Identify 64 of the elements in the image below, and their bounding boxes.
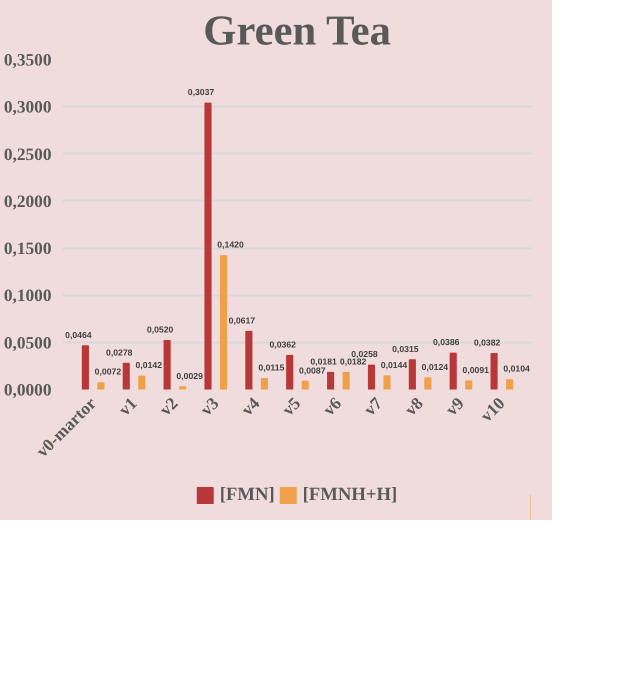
data-label: 0,1420 — [217, 240, 244, 250]
x-tick-label: v8 — [401, 394, 428, 420]
y-tick-label: 0,2500 — [4, 144, 52, 164]
data-label: 0,0091 — [462, 364, 490, 375]
y-tick-label: 0,2000 — [4, 192, 52, 211]
legend-label: [FMNH+H] — [302, 484, 398, 506]
x-tick-label: v10 — [476, 394, 509, 426]
data-label: 0,0142 — [136, 360, 162, 370]
x-tick-label: v6 — [319, 394, 346, 420]
bar — [97, 382, 104, 390]
data-label: 0,0520 — [146, 324, 174, 334]
bar — [383, 375, 391, 390]
x-tick-label: v5 — [278, 394, 304, 420]
data-label: 0,0072 — [94, 366, 122, 377]
bar — [465, 380, 472, 390]
data-label: 0,0258 — [351, 349, 378, 360]
bar — [122, 362, 130, 390]
bar — [450, 352, 457, 390]
data-label: 0,0144 — [380, 360, 408, 370]
bar — [245, 330, 252, 390]
y-tick-label: 0,3500 — [4, 50, 52, 70]
bar — [368, 364, 376, 390]
bar — [408, 359, 416, 390]
y-tick-label: 0,1500 — [4, 239, 52, 258]
bar — [506, 379, 514, 390]
bar — [179, 386, 186, 390]
chart-title: Green Tea — [203, 8, 391, 54]
data-label: 0,0386 — [432, 337, 460, 348]
bar — [286, 354, 294, 390]
bar — [327, 372, 334, 390]
data-label: 0,0104 — [503, 364, 530, 374]
bar — [164, 340, 171, 390]
bar — [490, 352, 498, 390]
bar — [220, 255, 228, 390]
x-tick-label: v7 — [360, 394, 386, 420]
data-label: 0,3037 — [188, 87, 214, 98]
x-tick-label: v2 — [156, 394, 182, 420]
bar — [138, 376, 146, 390]
data-label: 0,0362 — [269, 339, 296, 350]
bar — [302, 380, 309, 390]
x-tick-label: v1 — [115, 394, 141, 420]
legend-label: [FMN] — [220, 484, 275, 506]
y-tick-label: 0,3000 — [4, 98, 52, 117]
y-tick-label: 0,0500 — [4, 333, 52, 352]
data-label: 0,0278 — [106, 347, 133, 358]
data-label: 0,0087 — [299, 365, 326, 376]
data-label: 0,0124 — [422, 362, 448, 372]
x-tick-label: v4 — [238, 394, 264, 420]
data-label: 0,0315 — [392, 344, 419, 354]
x-tick-label: v3 — [196, 394, 223, 420]
bar — [260, 378, 268, 390]
bar — [82, 345, 89, 390]
data-label: 0,0029 — [176, 370, 204, 381]
y-tick-label: 0,1000 — [4, 286, 52, 306]
bar — [342, 372, 350, 390]
bar — [424, 377, 432, 390]
data-label: 0,0464 — [65, 330, 92, 340]
data-label: 0,0382 — [474, 337, 501, 348]
y-tick-label: 0,0000 — [4, 380, 52, 400]
data-label: 0,0181 — [310, 356, 338, 366]
bar — [204, 102, 212, 390]
data-label: 0,0115 — [258, 362, 285, 373]
x-tick-label: v9 — [442, 394, 468, 420]
data-label: 0,0617 — [228, 315, 256, 326]
